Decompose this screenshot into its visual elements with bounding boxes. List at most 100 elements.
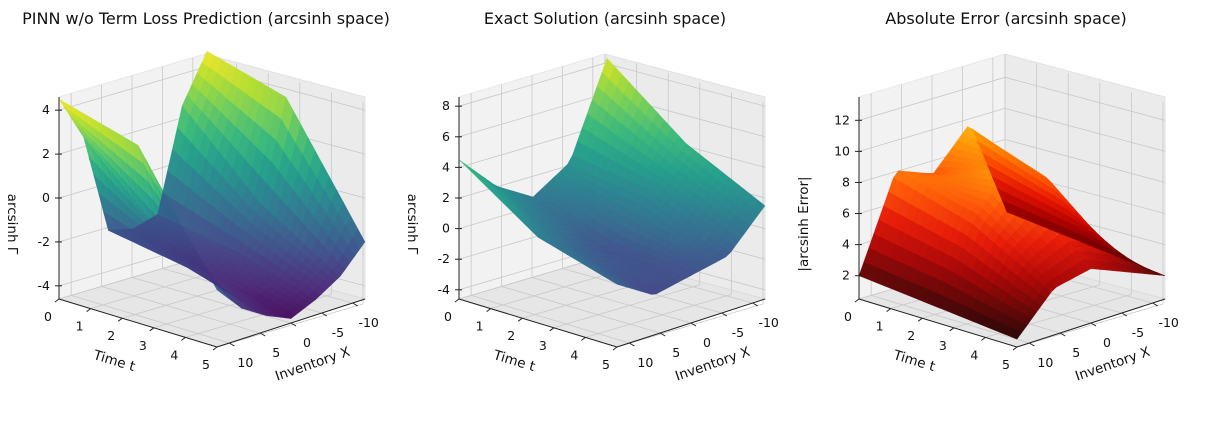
x-tick-label: 10 <box>637 355 653 370</box>
z-tick-label: -4 <box>38 278 51 293</box>
z-axis-label: arcsinh Γ <box>404 194 420 255</box>
t-axis-label: Time t <box>490 347 536 375</box>
x-tick-label: 0 <box>303 335 311 350</box>
z-axis-label: |arcsinh Error| <box>796 176 812 271</box>
x-tick-label: -10 <box>1158 315 1178 330</box>
chart-title: Exact Solution (arcsinh space) <box>484 9 726 28</box>
floor-gridline-x <box>471 295 630 344</box>
t-tick-label: 4 <box>170 347 178 362</box>
surface-cell <box>201 50 215 68</box>
x-tick <box>290 322 297 327</box>
wall-gridline-z <box>858 108 1006 152</box>
wall-gridline-z <box>458 93 606 138</box>
t-tick <box>54 298 60 303</box>
x-tick <box>752 302 758 307</box>
t-tick-label: 3 <box>539 338 547 353</box>
wall-gridline-z <box>458 62 606 107</box>
t-tick-label: 5 <box>202 357 210 372</box>
z-axis-label: arcsinh Γ <box>4 194 20 255</box>
chart-title: Absolute Error (arcsinh space) <box>885 9 1127 28</box>
x-tick <box>1029 342 1035 347</box>
x-tick-label: -5 <box>332 325 344 340</box>
t-axis-line <box>858 298 1018 348</box>
surface-cell <box>601 57 615 80</box>
t-tick-label: 2 <box>907 328 915 343</box>
x-axis-label: Inventory X <box>1073 344 1152 385</box>
chart-panel-2: -4 -2 0 2 4 6 8 0 1 2 3 4 5 10 5 0 -5 -10 Time t Inventory … <box>404 9 779 384</box>
t-tick-label: 1 <box>76 319 84 334</box>
x-tick <box>1090 322 1097 327</box>
t-tick <box>212 346 218 351</box>
z-tick-label: 6 <box>442 129 450 144</box>
t-tick-label: 0 <box>844 309 852 324</box>
z-tick-label: 8 <box>842 174 850 189</box>
x-tick-label: -10 <box>358 315 378 330</box>
t-tick-label: 5 <box>1002 357 1010 372</box>
chart-title: PINN w/o Term Loss Prediction (arcsinh s… <box>22 9 390 28</box>
z-tick-label: 6 <box>842 206 850 221</box>
surface-mesh <box>458 57 766 295</box>
floor-gridline-t <box>585 294 732 338</box>
x-tick <box>659 332 666 337</box>
x-tick <box>1121 312 1128 317</box>
t-tick-label: 2 <box>507 328 515 343</box>
z-tick-label: -2 <box>438 251 450 266</box>
t-axis-line <box>58 298 218 348</box>
z-tick-label: 8 <box>442 98 450 113</box>
t-tick-label: 4 <box>570 347 578 362</box>
surface-mesh <box>858 126 1166 340</box>
surface-mesh <box>58 50 366 319</box>
x-tick-label: -5 <box>1132 325 1144 340</box>
t-tick <box>886 308 891 313</box>
t-axis-label: Time t <box>90 347 136 375</box>
t-tick-label: 0 <box>444 309 452 324</box>
z-tick-label: 0 <box>42 190 50 205</box>
t-tick <box>981 336 986 341</box>
t-tick-label: 5 <box>602 357 610 372</box>
floor-gridline-x <box>871 295 1030 344</box>
t-tick <box>486 308 491 313</box>
t-axis-label: Time t <box>890 347 936 375</box>
floor-gridline-x <box>71 295 230 344</box>
t-tick-label: 4 <box>970 347 978 362</box>
floor-gridline-t <box>616 303 764 348</box>
t-tick <box>949 327 955 332</box>
t-axis-line <box>458 298 618 348</box>
z-tick-label: 2 <box>842 268 850 283</box>
t-tick-label: 2 <box>107 328 115 343</box>
t-tick <box>517 317 523 322</box>
x-tick <box>321 312 328 317</box>
floor-gridline-x <box>531 277 692 324</box>
z-tick-label: 2 <box>42 146 50 161</box>
floor-gridline-x <box>101 286 261 334</box>
wall-gridline-z <box>604 62 766 107</box>
z-tick-label: -2 <box>38 234 50 249</box>
x-tick-label: 5 <box>1072 345 1080 360</box>
z-tick-label: 4 <box>42 102 50 117</box>
t-tick <box>454 298 460 303</box>
z-tick-label: 4 <box>442 159 450 174</box>
x-tick <box>229 342 235 347</box>
wall-gridline-z <box>1004 76 1166 121</box>
z-tick-label: 0 <box>442 221 450 236</box>
z-tick-label: 10 <box>834 143 850 158</box>
t-tick <box>612 346 618 351</box>
x-tick-label: 5 <box>672 345 680 360</box>
x-tick <box>1152 302 1158 307</box>
surface-cell <box>1001 199 1015 216</box>
x-axis-label: Inventory X <box>273 344 352 385</box>
t-tick-label: 3 <box>939 338 947 353</box>
t-tick-label: 0 <box>44 309 52 324</box>
t-tick <box>86 308 91 313</box>
chart-panel-1: -4 -2 0 2 4 0 1 2 3 4 5 10 5 0 -5 -10 Time t Inventory X a… <box>4 9 390 384</box>
wall-gridline-z <box>1004 139 1166 183</box>
x-tick-label: 10 <box>1037 355 1053 370</box>
t-tick <box>1012 346 1018 351</box>
x-tick <box>1059 332 1066 337</box>
floor-gridline-x <box>131 277 292 324</box>
floor-gridline-t <box>216 303 364 348</box>
x-tick <box>721 312 728 317</box>
